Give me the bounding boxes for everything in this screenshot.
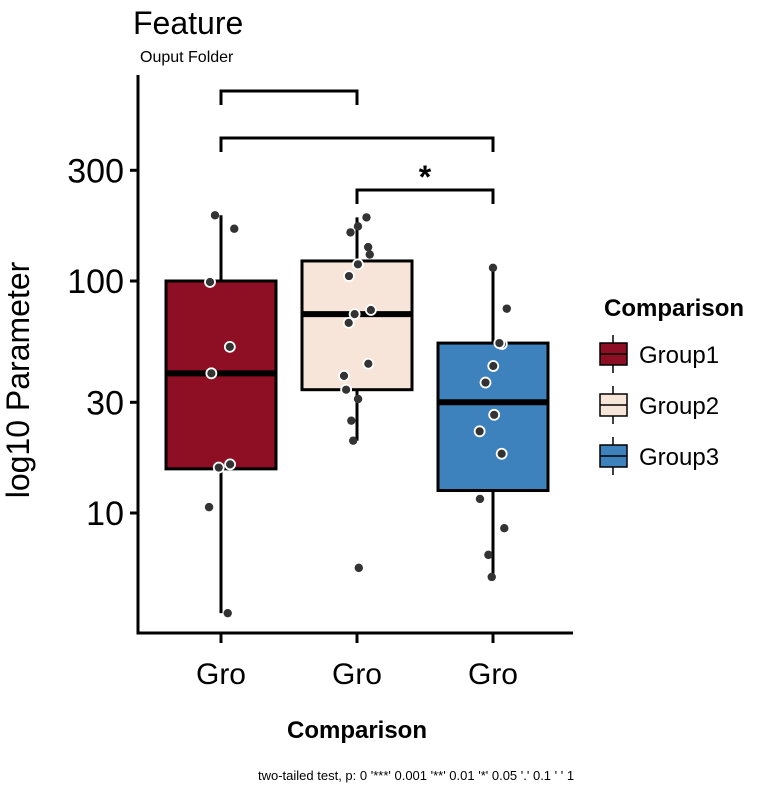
data-point bbox=[204, 276, 216, 288]
data-point bbox=[484, 550, 493, 560]
data-point bbox=[362, 357, 375, 370]
data-point bbox=[223, 608, 232, 618]
significance-bracket bbox=[219, 89, 359, 105]
significance-bracket bbox=[355, 188, 495, 204]
data-point bbox=[495, 447, 508, 460]
data-point bbox=[475, 494, 485, 504]
data-point bbox=[487, 572, 496, 582]
data-point bbox=[212, 461, 225, 474]
legend-label: Group1 bbox=[639, 342, 719, 369]
significance-bracket bbox=[219, 136, 495, 152]
data-point bbox=[338, 369, 350, 382]
box-group2 bbox=[300, 259, 414, 392]
plot-area: 10 30 100 300 Gro Gro Gro * bbox=[67, 75, 573, 691]
data-point bbox=[353, 222, 363, 231]
data-point bbox=[230, 224, 239, 233]
legend-title: Comparison bbox=[604, 295, 744, 322]
data-point bbox=[348, 436, 358, 445]
data-point bbox=[364, 304, 377, 316]
data-point bbox=[473, 425, 486, 438]
data-point bbox=[500, 523, 509, 533]
y-tick-label: 30 bbox=[86, 384, 124, 422]
data-point bbox=[204, 502, 214, 512]
data-point bbox=[342, 316, 355, 329]
x-tick-label: Gro bbox=[468, 658, 518, 691]
data-point bbox=[223, 340, 236, 353]
chart-subtitle: Ouput Folder bbox=[140, 49, 234, 66]
legend-label: Group3 bbox=[639, 444, 719, 471]
significance-label: * bbox=[419, 159, 432, 195]
legend-label: Group2 bbox=[639, 393, 719, 420]
data-point bbox=[347, 416, 356, 425]
data-point bbox=[363, 242, 373, 252]
data-point bbox=[210, 211, 220, 220]
data-point bbox=[488, 408, 501, 421]
legend: Group1 Group2 Group3 bbox=[599, 335, 719, 475]
data-point bbox=[352, 258, 364, 271]
x-tick-label: Gro bbox=[196, 658, 246, 691]
data-point bbox=[224, 458, 237, 471]
chart-title: Feature bbox=[133, 5, 243, 41]
data-point bbox=[353, 394, 363, 404]
data-point bbox=[493, 337, 506, 349]
data-point bbox=[362, 213, 371, 222]
y-tick-label: 300 bbox=[67, 152, 124, 190]
data-point bbox=[502, 304, 511, 313]
data-point bbox=[346, 228, 355, 237]
x-axis-label: Comparison bbox=[287, 717, 427, 744]
data-point bbox=[487, 360, 500, 372]
data-point bbox=[488, 263, 498, 272]
x-tick-label: Gro bbox=[332, 658, 382, 691]
data-point bbox=[343, 270, 355, 282]
data-point bbox=[205, 367, 218, 380]
y-tick-label: 100 bbox=[67, 263, 124, 301]
data-point bbox=[365, 250, 374, 259]
caption: two-tailed test, p: 0 '***' 0.001 '**' 0… bbox=[258, 768, 574, 783]
y-tick-label: 10 bbox=[86, 495, 124, 533]
y-axis-label: log10 Parameter bbox=[0, 261, 36, 498]
data-point bbox=[348, 308, 361, 320]
data-point bbox=[479, 376, 492, 389]
data-point bbox=[354, 563, 364, 573]
data-point bbox=[340, 383, 353, 396]
